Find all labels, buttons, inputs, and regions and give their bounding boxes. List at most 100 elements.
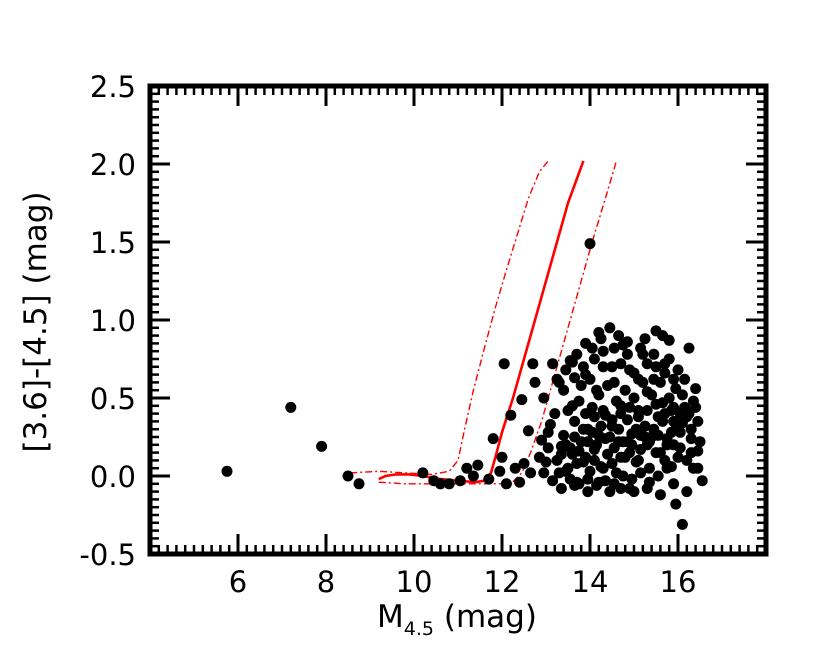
- data-point: [487, 433, 499, 445]
- data-point: [657, 330, 669, 342]
- data-point: [624, 401, 636, 413]
- data-point: [692, 415, 704, 427]
- data-point: [542, 442, 554, 454]
- data-point: [694, 436, 706, 448]
- data-point: [591, 439, 603, 451]
- data-point: [650, 447, 662, 459]
- data-point: [632, 454, 644, 466]
- x-tick-label: 8: [317, 565, 335, 599]
- data-point: [597, 462, 609, 474]
- data-point: [679, 373, 691, 385]
- data-point: [514, 476, 526, 488]
- y-tick-label: 0.0: [90, 460, 136, 494]
- data-point: [639, 333, 651, 345]
- data-point: [483, 473, 495, 485]
- data-point: [461, 462, 473, 474]
- data-point: [683, 408, 695, 420]
- data-point: [604, 486, 616, 498]
- data-point: [580, 408, 592, 420]
- data-point: [597, 405, 609, 416]
- data-point: [628, 486, 640, 498]
- data-point: [628, 392, 640, 404]
- data-point: [632, 373, 644, 385]
- data-point: [652, 470, 664, 482]
- data-point: [285, 401, 297, 413]
- data-point: [650, 361, 662, 373]
- data-point: [580, 337, 592, 349]
- data-point: [558, 429, 570, 441]
- data-point: [562, 462, 574, 474]
- data-point: [635, 429, 647, 441]
- data-point: [621, 348, 633, 360]
- data-point: [494, 465, 506, 477]
- data-point: [555, 483, 567, 494]
- y-tick-label: 1.5: [90, 226, 136, 260]
- data-point: [641, 358, 653, 370]
- data-point: [564, 442, 576, 454]
- data-point: [538, 392, 550, 404]
- data-point: [527, 358, 539, 370]
- data-point: [617, 470, 629, 482]
- data-point: [683, 342, 695, 354]
- data-point: [569, 431, 581, 443]
- data-point: [569, 415, 581, 427]
- y-tick-label: 2.5: [90, 70, 136, 104]
- x-axis-title-unit: (mag): [434, 599, 537, 635]
- data-point: [569, 479, 581, 491]
- model-main-line: [378, 160, 585, 484]
- data-point: [566, 400, 578, 412]
- data-point: [551, 373, 563, 385]
- data-point: [584, 238, 596, 250]
- data-point: [582, 486, 594, 498]
- data-point: [599, 433, 611, 445]
- data-point: [417, 467, 429, 479]
- data-point: [577, 361, 589, 373]
- data-point: [597, 345, 609, 357]
- data-point: [454, 475, 466, 487]
- data-point: [525, 467, 537, 479]
- data-point: [540, 456, 552, 468]
- data-point: [619, 384, 631, 396]
- data-point: [672, 451, 684, 463]
- data-point: [617, 436, 629, 448]
- data-point: [569, 372, 581, 384]
- data-point: [553, 467, 565, 479]
- x-tick-labels: 6 8 10 12 14 16: [229, 565, 697, 599]
- data-point: [588, 411, 600, 423]
- data-point: [650, 398, 662, 410]
- data-point: [586, 426, 598, 438]
- data-point: [518, 458, 530, 469]
- data-point: [615, 451, 627, 463]
- data-point: [610, 395, 622, 407]
- data-point: [604, 322, 616, 334]
- data-point: [597, 361, 609, 373]
- data-point: [608, 342, 620, 354]
- x-axis-title: M4.5 (mag): [377, 599, 537, 640]
- data-point: [555, 448, 567, 460]
- y-tick-labels: -0.5 0.0 0.5 1.0 1.5 2.0 2.5: [79, 70, 136, 572]
- y-axis-title: [3.6]-[4.5] (mag): [18, 191, 54, 452]
- data-point: [626, 439, 638, 451]
- data-point: [509, 462, 521, 474]
- x-tick-label: 14: [572, 565, 609, 599]
- data-point: [676, 389, 688, 401]
- data-point: [542, 426, 554, 438]
- data-point: [505, 409, 517, 421]
- data-point: [566, 356, 578, 368]
- y-tick-label: 1.0: [90, 304, 136, 338]
- data-point: [615, 483, 627, 494]
- data-point: [663, 392, 675, 404]
- data-point: [681, 486, 693, 498]
- data-point: [498, 358, 510, 370]
- y-tick-label: 2.0: [90, 148, 136, 182]
- model-upper-dashdot-line: [350, 160, 549, 476]
- x-tick-label: 12: [484, 565, 521, 599]
- data-point: [593, 389, 605, 401]
- data-point: [547, 358, 559, 370]
- data-point: [648, 348, 660, 360]
- data-point: [467, 470, 479, 482]
- data-point: [577, 423, 589, 435]
- data-point: [635, 342, 647, 354]
- data-point: [500, 478, 512, 490]
